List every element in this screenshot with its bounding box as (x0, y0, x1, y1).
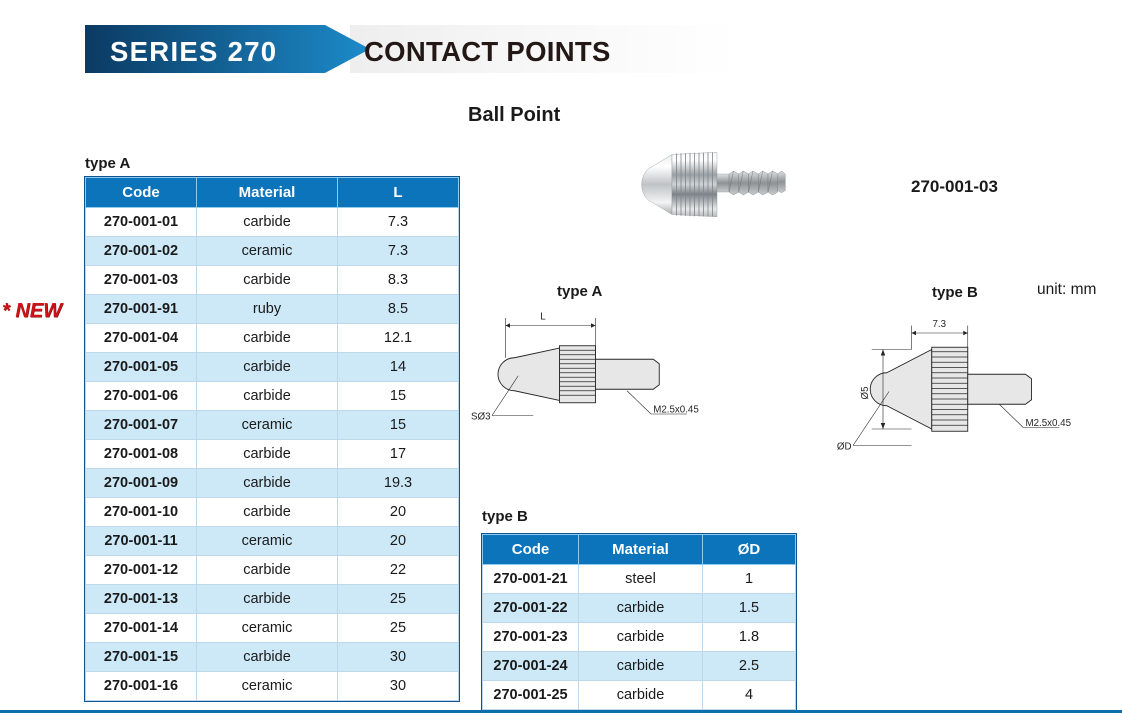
svg-text:SØ3: SØ3 (471, 411, 491, 422)
svg-text:Ø5: Ø5 (860, 386, 871, 400)
svg-text:ØD: ØD (837, 441, 852, 452)
svg-text:M2.5x0.45: M2.5x0.45 (653, 405, 699, 416)
svg-text:M2.5x0.45: M2.5x0.45 (1026, 418, 1072, 429)
svg-text:7.3: 7.3 (932, 319, 946, 330)
svg-text:L: L (540, 312, 546, 323)
